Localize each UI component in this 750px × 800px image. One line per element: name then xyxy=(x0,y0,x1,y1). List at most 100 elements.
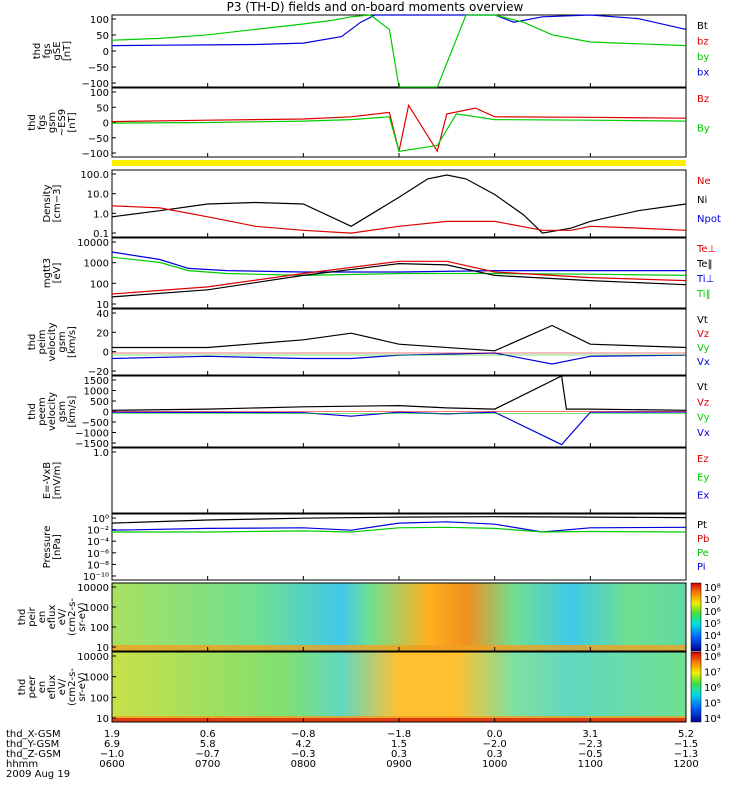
veli-frame xyxy=(111,308,687,376)
temp-tick-label: 10 xyxy=(96,300,109,311)
xaxis-row-label: hhmm xyxy=(6,759,38,770)
ionspec-tick-label: 10000 xyxy=(77,583,109,594)
elecspec-ylabel-line: eflux xyxy=(47,675,58,700)
ionspec-colorbar-label: 10⁷ xyxy=(704,595,721,606)
density-ylabel-line: Density xyxy=(42,184,53,222)
fgs-series-by xyxy=(111,14,687,88)
vele-legend-black: Vt xyxy=(697,382,708,393)
xaxis-value: 0700 xyxy=(195,759,220,770)
xaxis-value: 0800 xyxy=(291,759,316,770)
fgm-ylabel-line: ~ES9 xyxy=(57,109,68,136)
temp-tick-label: 1000 xyxy=(84,259,109,270)
density-tick-label: 100.0 xyxy=(80,170,109,181)
pressure-legend-green: Pe xyxy=(697,548,709,559)
panel-fgs: thd fgs gSE [nT] xyxy=(32,14,687,88)
xaxis-row-label: thd_X-GSM xyxy=(6,729,61,740)
xaxis-value: 1000 xyxy=(482,759,507,770)
ionspec-ylabel-line: eflux xyxy=(47,605,58,630)
vele-ylabel-line: peem xyxy=(37,397,48,425)
fgs-ylabel-line: gSE xyxy=(52,41,63,60)
density-series-ni xyxy=(111,174,687,234)
elecspec-ylabel-line: eV/ xyxy=(57,678,68,695)
pressure-legend-red: Pb xyxy=(697,534,709,545)
density-tick-label: 0.1 xyxy=(93,229,109,240)
xaxis-value: −1.5 xyxy=(674,739,698,750)
pressure-tick-label: 10⁰ xyxy=(92,514,109,525)
ionspec-tick-label: 10 xyxy=(96,643,109,654)
veli-tick-label: −20 xyxy=(88,367,109,378)
ionspec-ylabel-line: (cm2-s- xyxy=(67,598,78,636)
efield-tick-label: 1.0 xyxy=(93,448,109,459)
efield-legend-red: Ez xyxy=(697,454,709,465)
vele-ylabel-line: [km/s] xyxy=(67,395,78,427)
vele-series-vx xyxy=(111,411,687,446)
panel-fgm: thd fgs gsm ~ES9 [nT] xyxy=(27,87,687,158)
elecspec-ylabel-line: en xyxy=(37,681,48,694)
temp-tick-label: 100 xyxy=(90,279,109,290)
efield-ylabel-line: [mV/m] xyxy=(52,462,63,500)
xaxis-value: 1100 xyxy=(578,759,603,770)
veli-ylabel-line: [km/s] xyxy=(67,326,78,358)
pressure-tick-label: 10⁻⁶ xyxy=(87,549,109,560)
vele-ylabel-line: velocity xyxy=(47,392,58,431)
pressure-tick-label: 10⁻¹⁰ xyxy=(83,572,109,583)
ionspec-ylabel: thd peir en eflux eV/(cm2-s-sr-eV) xyxy=(17,598,88,636)
ionspec-heatmap-fill xyxy=(112,583,686,651)
elecspec-ylabel: thd peer en eflux eV/(cm2-s-sr-eV) xyxy=(17,668,88,706)
elecspec-heatmap-fill xyxy=(112,652,686,722)
density-legend-black: Ni xyxy=(697,195,707,206)
pressure-frame xyxy=(111,513,687,581)
efield-ylabel: E=-VxB [mV/m] xyxy=(42,462,63,500)
xaxis-value: −0.5 xyxy=(578,749,602,760)
xaxis-row-label: thd_Y-GSM xyxy=(6,739,59,750)
veli-legend-blue: Vx xyxy=(697,357,710,368)
efield-legend-green: Ey xyxy=(697,472,709,483)
fgs-tick-label: 0 xyxy=(103,47,109,58)
fgs-legend-red: bz xyxy=(697,37,709,48)
xaxis-value: 5.8 xyxy=(200,739,216,750)
elecspec-colorbar-label: 10⁵ xyxy=(704,699,721,710)
panel-ionspec: thd peir en eflux eV/(cm2-s-sr-eV) xyxy=(17,582,702,652)
xaxis-value: −0.8 xyxy=(291,729,315,740)
temp-ylabel-line: [eV] xyxy=(52,263,63,284)
fgm-tick-label: −50 xyxy=(88,134,109,145)
ionspec-colorbar-label: 10⁴ xyxy=(704,631,721,642)
xaxis-value: 6.9 xyxy=(104,739,120,750)
temp-ylabel-line: mgtt3 xyxy=(42,258,53,288)
xaxis-value: 0600 xyxy=(99,759,124,770)
veli-tick-label: 0 xyxy=(103,348,109,359)
temp-series-ti xyxy=(111,251,686,273)
veli-legend-red: Vz xyxy=(697,329,709,340)
vele-tick-label: 500 xyxy=(90,397,109,408)
vele-ylabel-line: gsm xyxy=(57,401,68,422)
temp-series-te xyxy=(111,260,687,295)
veli-ylabel: thd peim velocity gsm [km/s] xyxy=(27,322,78,361)
ionspec-colorbar xyxy=(690,582,702,652)
fgs-tick-label: 100 xyxy=(90,15,109,26)
panel-veli: thd peim velocity gsm [km/s] xyxy=(27,308,687,376)
xaxis-value: 5.2 xyxy=(678,729,694,740)
ionspec-colorbar-label: 10⁵ xyxy=(704,619,721,630)
panel-vele: thd peem velocity gsm [km/s] xyxy=(27,375,687,448)
temp-legend-green: Ti‖ xyxy=(696,289,711,300)
xaxis-value: −1.8 xyxy=(387,729,411,740)
pressure-series-pt xyxy=(111,516,687,524)
xaxis-value: −2.0 xyxy=(483,739,507,750)
fgm-ylabel: thd fgs gsm ~ES9 [nT] xyxy=(27,109,78,136)
efield-legend-blue: Ex xyxy=(697,491,709,502)
pressure-tick-label: 10⁻⁴ xyxy=(87,537,109,548)
veli-tick-label: 20 xyxy=(96,328,109,339)
pressure-series-pe xyxy=(112,526,687,533)
ionspec-ylabel-line: eV/ xyxy=(57,608,68,625)
ionspec-colorbar-label: 10³ xyxy=(704,643,721,654)
elecspec-tick-label: 100 xyxy=(90,693,109,704)
panel-temp: mgtt3 [eV] xyxy=(42,237,687,309)
ionspec-tick-label: 100 xyxy=(90,623,109,634)
temp-tick-label: 10000 xyxy=(77,238,109,249)
fgs-tick-label: 50 xyxy=(96,31,109,42)
veli-legend-black: Vt xyxy=(697,315,708,326)
xaxis-value: 1.5 xyxy=(391,739,407,750)
density-legend-red: Ne xyxy=(697,176,711,187)
fgm-series-by xyxy=(111,113,687,152)
